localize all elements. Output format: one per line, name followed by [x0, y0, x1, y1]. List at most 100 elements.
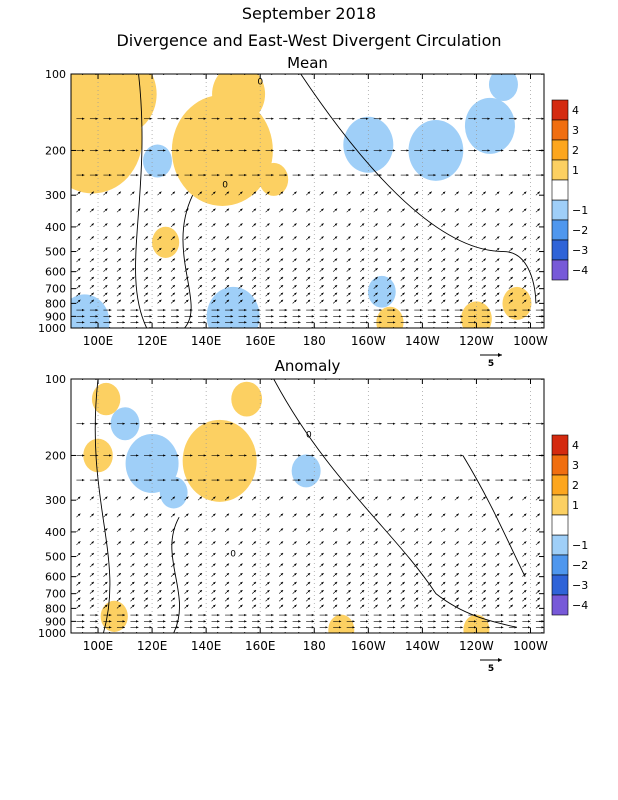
vector-arrow [170, 563, 176, 568]
colorbar-label: 3 [572, 124, 579, 137]
vector-arrow [238, 604, 243, 609]
vector-arrow [387, 528, 392, 533]
vector-arrow [468, 528, 473, 533]
vector-arrow [238, 236, 243, 241]
vector-arrow [468, 191, 473, 196]
vector-arrow [116, 541, 122, 546]
vector-arrow [278, 496, 284, 501]
vector-arrow [89, 572, 95, 577]
vector-arrow [481, 496, 487, 501]
vector-arrow [414, 572, 419, 577]
vector-arrow [116, 589, 122, 594]
vector-arrow [278, 589, 284, 594]
vector-arrow [224, 597, 230, 602]
vector-arrow [481, 236, 487, 241]
vector-arrow [143, 258, 149, 263]
vector-arrow [387, 496, 392, 501]
colorbar-label: −1 [572, 539, 588, 552]
vector-arrow [197, 236, 203, 241]
vector-arrow [468, 208, 473, 213]
vector-arrow [332, 496, 338, 501]
vector-arrow [130, 528, 135, 533]
vector-arrow [373, 247, 378, 252]
vector-arrow [332, 597, 338, 602]
colorbar-anomaly: 4 3 2 1 −1 −2 −3 −4 [551, 434, 588, 616]
vector-arrow [184, 284, 189, 289]
vector-arrow [143, 589, 149, 594]
vector-arrow [184, 552, 189, 557]
vector-field [76, 379, 544, 633]
vector-arrow [305, 528, 311, 533]
colorbar-label: −2 [572, 224, 588, 237]
panel-title: Anomaly [275, 357, 341, 375]
vector-arrow [400, 191, 405, 196]
vector-arrow [157, 513, 162, 518]
y-tick-label: 500 [45, 551, 66, 564]
vector-arrow [481, 258, 487, 263]
vector-arrow [508, 597, 514, 602]
vector-arrow [103, 581, 108, 586]
vector-arrow [414, 236, 419, 241]
vector-arrow [535, 552, 541, 557]
vector-arrow [116, 563, 122, 568]
vector-arrow [211, 191, 216, 196]
vector-arrow [305, 597, 311, 602]
vector-arrow [130, 496, 135, 501]
vector-arrow [346, 589, 351, 594]
field-cell [291, 454, 321, 488]
vector-arrow [103, 572, 108, 577]
vector-arrow [116, 604, 122, 609]
colorbar-swatch [551, 99, 569, 121]
vector-arrow [89, 276, 95, 281]
vector-arrow [400, 581, 405, 586]
vector-arrow [414, 589, 419, 594]
vector-arrow [427, 236, 432, 241]
colorbar-swatch [551, 494, 569, 516]
vector-arrow [441, 267, 446, 272]
vector-arrow [292, 572, 297, 577]
vector-arrow [522, 528, 527, 533]
x-tick-label: 100E [83, 334, 114, 348]
vector-arrow [116, 292, 122, 297]
vector-arrow [495, 581, 500, 586]
vector-arrow [346, 236, 351, 241]
field-cell [171, 94, 273, 206]
vector-arrow [170, 236, 176, 241]
vector-arrow [184, 604, 189, 609]
vector-arrow [468, 581, 473, 586]
vector-arrow [278, 541, 284, 546]
vector-arrow [346, 581, 351, 586]
vector-arrow [89, 292, 95, 297]
vector-arrow [224, 236, 230, 241]
vector-arrow [292, 191, 297, 196]
vector-arrow [238, 581, 243, 586]
vector-arrow [251, 236, 257, 241]
vector-arrow [292, 292, 297, 297]
vector-arrow [414, 496, 419, 501]
vector-arrow [278, 299, 284, 304]
vector-arrow [373, 276, 378, 281]
field-cell [182, 419, 257, 502]
vector-arrow [373, 292, 378, 297]
vector-arrow [414, 604, 419, 609]
vector-arrow [522, 589, 527, 594]
vector-arrow [211, 284, 216, 289]
vector-arrow [522, 267, 527, 272]
vector-arrow [170, 589, 176, 594]
vector-arrow [400, 541, 405, 546]
vector-arrow [441, 563, 446, 568]
vector-arrow [400, 528, 405, 533]
vector-arrow [373, 589, 378, 594]
vector-arrow [332, 292, 338, 297]
vector-arrow [508, 208, 514, 213]
vector-arrow [332, 581, 338, 586]
vector-arrow [197, 572, 203, 577]
vector-arrow [143, 496, 149, 501]
vector-arrow [130, 563, 135, 568]
vector-arrow [265, 276, 270, 281]
vector-arrow [89, 223, 95, 228]
vector-arrow [495, 597, 500, 602]
vector-arrow [292, 597, 297, 602]
colorbar-label: 4 [572, 104, 579, 117]
vector-arrow [238, 496, 243, 501]
